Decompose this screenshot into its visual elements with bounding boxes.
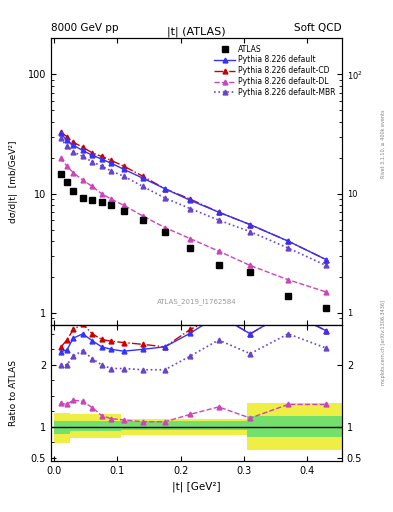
Text: ATLAS_2019_I1762584: ATLAS_2019_I1762584 [157, 298, 236, 305]
Text: Rivet 3.1.10, ≥ 400k events: Rivet 3.1.10, ≥ 400k events [381, 109, 386, 178]
Text: Soft QCD: Soft QCD [294, 23, 342, 33]
Y-axis label: dσ/d|t|  [mb/GeV²]: dσ/d|t| [mb/GeV²] [9, 140, 18, 223]
Title: |t| (ATLAS): |t| (ATLAS) [167, 26, 226, 37]
Text: 8000 GeV pp: 8000 GeV pp [51, 23, 119, 33]
Text: mcplots.cern.ch [arXiv:1306.3436]: mcplots.cern.ch [arXiv:1306.3436] [381, 301, 386, 386]
X-axis label: |t| [GeV²]: |t| [GeV²] [172, 481, 221, 492]
Y-axis label: Ratio to ATLAS: Ratio to ATLAS [9, 359, 18, 425]
Legend: ATLAS, Pythia 8.226 default, Pythia 8.226 default-CD, Pythia 8.226 default-DL, P: ATLAS, Pythia 8.226 default, Pythia 8.22… [211, 42, 338, 99]
